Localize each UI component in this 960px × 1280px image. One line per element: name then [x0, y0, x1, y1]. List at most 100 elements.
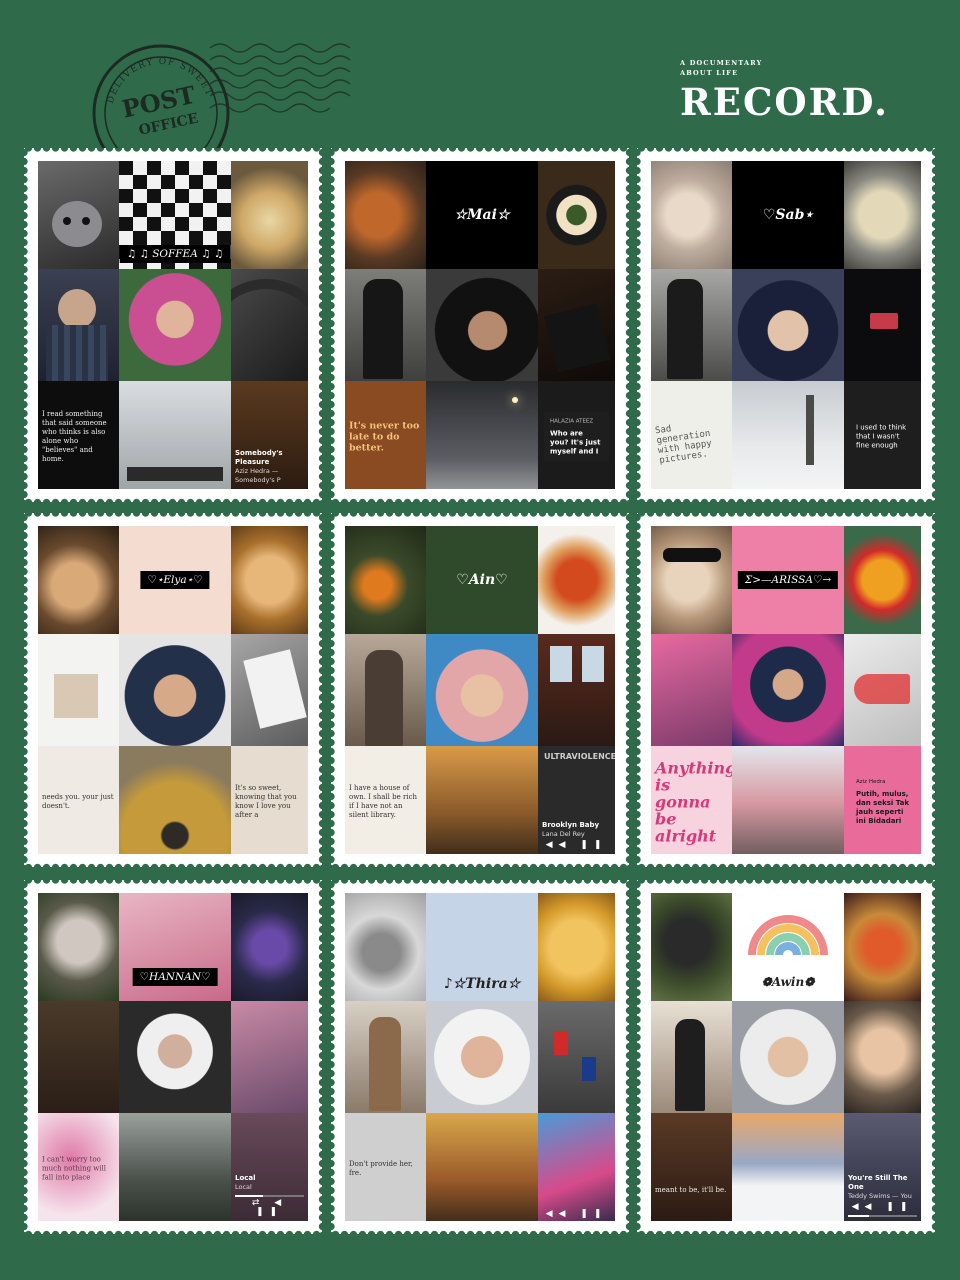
stamp-name: ♡Sab⋆ — [762, 207, 814, 223]
tagline-line-2: ABOUT LIFE — [680, 69, 739, 77]
photo-outfit — [38, 1001, 119, 1113]
photo-name-card: Σ>—ARISSA♡→ — [732, 526, 844, 634]
collage-ain: ♡Ain♡ I have a house of own. I shall be … — [345, 526, 615, 854]
spotify-share-card[interactable]: HALAZIA ATEEZ Who are you? It's just mys… — [544, 411, 609, 463]
photo-london-snow — [732, 381, 844, 489]
stamp-awin[interactable]: ❁Awin❁ meant to be, it'll be. You're Sti… — [637, 880, 935, 1234]
stamp-name: ☆Mai☆ — [454, 207, 510, 223]
photo-fox — [345, 161, 426, 269]
quote-text: needs you. your just doesn't. — [42, 793, 114, 810]
stamp-mai[interactable]: ☆Mai☆ It's never too late to do better. … — [331, 148, 629, 502]
photo-outfit — [345, 1001, 426, 1113]
collage-soffea: ♫ ♫ SOFFEA ♫ ♫ I read something that sai… — [38, 161, 308, 489]
collage-mai: ☆Mai☆ It's never too late to do better. … — [345, 161, 615, 489]
collage-arissa: Σ>—ARISSA♡→ Anything is gonna be alright… — [651, 526, 921, 854]
photo-name-card: ☆Mai☆ — [426, 161, 538, 269]
photo-pasta-bowl — [844, 161, 921, 269]
quote-text: It's never too late to do better. — [349, 420, 420, 454]
photo-black-cat — [651, 893, 732, 1001]
spotify-share-card[interactable]: Aziz Hedra Putih, mulus, dan seksi Tak j… — [850, 772, 915, 832]
photo-selfie-hijab — [426, 634, 538, 746]
share-lyric: Putih, mulus, dan seksi Tak jauh seperti… — [856, 790, 909, 825]
spotify-share-card[interactable]: I used to think that I wasn't fine enoug… — [850, 417, 915, 457]
stamp-soffea[interactable]: ♫ ♫ SOFFEA ♫ ♫ I read something that sai… — [24, 148, 322, 502]
stamp-ain[interactable]: ♡Ain♡ I have a house of own. I shall be … — [331, 513, 629, 867]
stamp-elya[interactable]: ♡⋆Elya⋆♡ needs you. your just doesn't. I… — [24, 513, 322, 867]
photo-quote-card: I can't worry too much nothing will fall… — [38, 1113, 119, 1221]
photo-spotify-share: I used to think that I wasn't fine enoug… — [844, 381, 921, 489]
share-lyric: Who are you? It's just myself and I — [550, 429, 601, 456]
photo-train — [538, 634, 615, 746]
share-artist: HALAZIA ATEEZ — [550, 418, 594, 425]
song-artist: Lana Del Rey — [542, 830, 585, 838]
volume-bar[interactable] — [848, 1215, 917, 1217]
share-artist: Aziz Hedra — [856, 779, 886, 785]
song-title: You're Still The One — [848, 1174, 908, 1191]
photo-autumn-city — [426, 1113, 538, 1221]
stamp-sab[interactable]: ♡Sab⋆ Sad generation with happy pictures… — [637, 148, 935, 502]
song-title: Somebody's Pleasure — [235, 449, 283, 466]
collage-hannan: ♡HANNAN♡ I can't worry too much nothing … — [38, 893, 308, 1221]
photo-name-card: ♡⋆Elya⋆♡ — [119, 526, 231, 634]
photo-handwriting-wall: Sad generation with happy pictures. — [651, 381, 732, 489]
photo-steering-wheel — [231, 269, 308, 381]
photo-book — [538, 269, 615, 381]
collage-sab: ♡Sab⋆ Sad generation with happy pictures… — [651, 161, 921, 489]
photo-outfit — [651, 1001, 732, 1113]
photo-album-art: ◀◀ ❚❚ — [538, 1113, 615, 1221]
photo-outfit — [345, 269, 426, 381]
photo-cherry-blossoms — [732, 746, 844, 854]
photo-papers — [231, 634, 308, 746]
photo-fried-food — [844, 893, 921, 1001]
collage-thira: ♪☆Thira☆ Don't provide her, fre. ◀◀ ❚❚ — [345, 893, 615, 1221]
photo-name-card: ♡Sab⋆ — [732, 161, 844, 269]
stamp-hannan[interactable]: ♡HANNAN♡ I can't worry too much nothing … — [24, 880, 322, 1234]
photo-name-card: ♪☆Thira☆ — [426, 893, 538, 1001]
photo-car-dashboard — [844, 269, 921, 381]
photo-cat — [38, 893, 119, 1001]
photo-spaghetti — [538, 526, 615, 634]
playback-controls[interactable]: ⇄ ◀ ❚❚ — [251, 1198, 288, 1217]
photo-pasta — [231, 161, 308, 269]
photo-quote-card: Don't provide her, fre. — [345, 1113, 426, 1221]
music-player[interactable]: Local Local ⇄ ◀ ❚❚ — [235, 1174, 304, 1217]
album-title: ULTRAVIOLENCE — [544, 752, 615, 761]
photo-music-player: You're Still The One Teddy Swims — You ◀… — [844, 1113, 921, 1221]
stamp-name: ❁Awin❁ — [761, 974, 815, 989]
quote-text: I have a house of own. I shall be rich i… — [349, 784, 417, 819]
photo-quote-card: I have a house of own. I shall be rich i… — [345, 746, 426, 854]
photo-cat — [345, 893, 426, 1001]
photo-night-snow — [426, 381, 538, 489]
playback-controls[interactable]: ◀◀ ❚❚ — [545, 840, 608, 850]
music-player[interactable]: Somebody's Pleasure Aziz Hedra — Somebod… — [235, 449, 304, 485]
photo-rainy-park — [119, 1113, 231, 1221]
photo-snowy-trees — [732, 1113, 844, 1221]
photo-quote-card: I read something that said someone who t… — [38, 381, 119, 489]
photo-snacks — [844, 526, 921, 634]
progress-bar[interactable] — [235, 1195, 304, 1197]
song-artist: Aziz Hedra — Somebody's P — [235, 467, 281, 484]
photo-idol-card — [231, 1001, 308, 1113]
stamp-thira[interactable]: ♪☆Thira☆ Don't provide her, fre. ◀◀ ❚❚ — [331, 880, 629, 1234]
photo-kimbap — [538, 161, 615, 269]
quote-text: Don't provide her, fre. — [349, 1160, 413, 1177]
photo-selfie-hijab — [426, 1001, 538, 1113]
photo-selfie-hijab — [119, 1001, 231, 1113]
rainbow-icon — [748, 915, 828, 956]
photo-quote-card: needs you. your just doesn't. — [38, 746, 119, 854]
photo-cat-sunglasses — [651, 526, 732, 634]
playback-controls[interactable]: ◀◀ ❚❚ — [851, 1202, 914, 1212]
photo-name-card: ❁Awin❁ — [732, 893, 844, 1001]
stamp-arissa[interactable]: Σ>—ARISSA♡→ Anything is gonna be alright… — [637, 513, 935, 867]
handwriting-text: Sad generation with happy pictures. — [654, 424, 713, 467]
photo-coat-outfit — [345, 634, 426, 746]
music-player[interactable]: You're Still The One Teddy Swims — You ◀… — [848, 1174, 917, 1217]
photo-hamster — [38, 526, 119, 634]
cancellation-waves — [209, 43, 351, 113]
playback-controls[interactable]: ◀◀ ❚❚ — [545, 1209, 608, 1219]
music-player[interactable]: Brooklyn Baby Lana Del Rey ◀◀ ❚❚ — [542, 821, 611, 850]
photo-spotify-share: HALAZIA ATEEZ Who are you? It's just mys… — [538, 381, 615, 489]
photo-kitten — [651, 161, 732, 269]
stamp-name-badge: ♫ ♫ SOFFEA ♫ ♫ — [119, 244, 231, 263]
song-artist: Local — [235, 1183, 252, 1191]
